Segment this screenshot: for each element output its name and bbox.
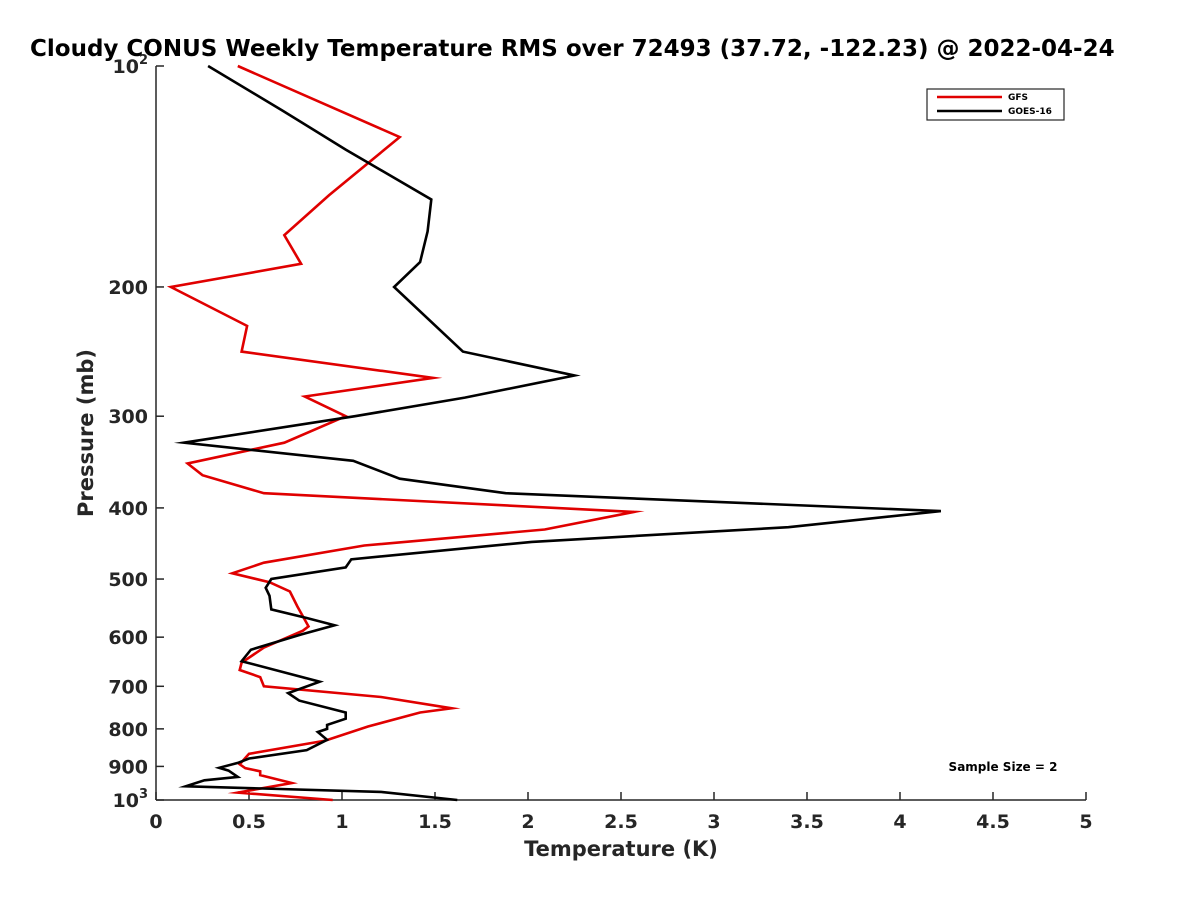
y-tick-label: 400	[108, 498, 148, 520]
x-tick-label: 1.5	[418, 811, 452, 833]
y-tick-exponent: 2	[139, 53, 148, 68]
chart-title: Cloudy CONUS Weekly Temperature RMS over…	[30, 36, 1115, 62]
y-tick-label: 800	[108, 719, 148, 741]
x-tick-label: 1	[335, 811, 348, 833]
y-tick-label: 103	[113, 787, 149, 812]
x-tick-label: 4.5	[976, 811, 1010, 833]
y-tick-label: 600	[108, 627, 148, 649]
legend: GFS GOES-16	[926, 88, 1065, 121]
y-tick-label: 500	[108, 569, 148, 591]
y-tick-label: 102	[113, 53, 149, 78]
y-axis-label: Pressure (mb)	[74, 349, 98, 517]
x-tick-label: 2	[521, 811, 534, 833]
series-layer	[166, 64, 942, 802]
x-axis-ticks: 0 0.5 1 1.5 2 2.5 3 3.5 4 4.5 5	[149, 792, 1093, 833]
x-tick-label: 3	[707, 811, 720, 833]
legend-box	[926, 88, 1065, 121]
y-tick-label: 700	[108, 676, 148, 698]
y-tick-base: 10	[113, 56, 139, 78]
y-tick-label: 900	[108, 756, 148, 778]
x-axis-label: Temperature (K)	[524, 837, 718, 861]
y-tick-label: 200	[108, 277, 148, 299]
y-tick-base: 10	[113, 790, 139, 812]
sample-size-annotation: Sample Size = 2	[949, 760, 1058, 774]
x-tick-label: 0.5	[232, 811, 266, 833]
x-tick-label: 4	[893, 811, 906, 833]
legend-label: GFS	[1008, 93, 1028, 103]
y-tick-label: 300	[108, 406, 148, 428]
legend-label: GOES-16	[1008, 107, 1052, 117]
y-tick-exponent: 3	[139, 787, 148, 802]
x-tick-label: 2.5	[604, 811, 638, 833]
x-tick-label: 3.5	[790, 811, 824, 833]
series-line-gfs	[166, 64, 645, 802]
x-tick-label: 5	[1079, 811, 1092, 833]
x-tick-label: 0	[149, 811, 162, 833]
series-line-goes-16	[173, 64, 942, 802]
